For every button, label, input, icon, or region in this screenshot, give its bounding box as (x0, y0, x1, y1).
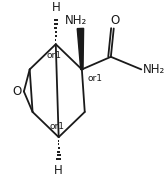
Text: NH₂: NH₂ (143, 63, 165, 76)
Text: NH₂: NH₂ (65, 14, 87, 27)
Text: O: O (111, 14, 120, 27)
Text: H: H (54, 164, 63, 177)
Text: or1: or1 (50, 122, 65, 131)
Text: or1: or1 (47, 51, 62, 60)
Polygon shape (77, 28, 84, 69)
Text: H: H (51, 1, 60, 14)
Text: or1: or1 (88, 74, 103, 83)
Text: O: O (12, 85, 21, 98)
